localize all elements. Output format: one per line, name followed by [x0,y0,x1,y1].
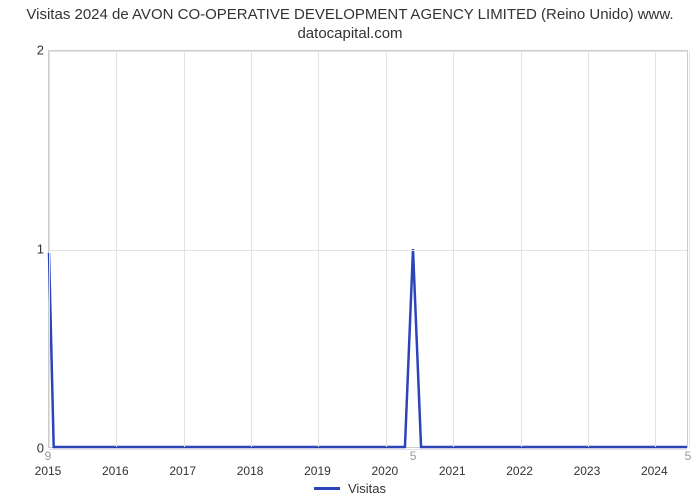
legend-swatch [314,487,340,490]
gridline-vertical [689,51,690,447]
y-tick-label: 0 [4,441,44,456]
cursor-marker: 5 [685,449,692,463]
gridline-vertical [251,51,252,447]
x-tick-label: 2023 [574,464,601,478]
x-tick-label: 2015 [35,464,62,478]
chart-title: Visitas 2024 de AVON CO-OPERATIVE DEVELO… [0,0,700,44]
cursor-marker: 5 [410,449,417,463]
gridline-vertical [386,51,387,447]
gridline-vertical [184,51,185,447]
visits-chart: Visitas 2024 de AVON CO-OPERATIVE DEVELO… [0,0,700,500]
y-tick-label: 2 [4,43,44,58]
cursor-marker: 9 [45,449,52,463]
legend: Visitas [314,481,386,496]
series-line [49,249,687,447]
gridline-horizontal [49,449,687,450]
legend-label: Visitas [348,481,386,496]
x-tick-label: 2017 [169,464,196,478]
x-tick-label: 2020 [371,464,398,478]
x-tick-label: 2019 [304,464,331,478]
gridline-horizontal [49,51,687,52]
x-tick-label: 2016 [102,464,129,478]
chart-title-line2: datocapital.com [297,25,402,42]
gridline-vertical [318,51,319,447]
gridline-vertical [588,51,589,447]
x-tick-label: 2022 [506,464,533,478]
gridline-vertical [453,51,454,447]
line-series [49,51,687,447]
y-tick-label: 1 [4,242,44,257]
x-tick-label: 2018 [237,464,264,478]
x-tick-label: 2024 [641,464,668,478]
x-tick-label: 2021 [439,464,466,478]
chart-title-line1: Visitas 2024 de AVON CO-OPERATIVE DEVELO… [26,6,673,23]
gridline-vertical [116,51,117,447]
gridline-vertical [521,51,522,447]
gridline-vertical [49,51,50,447]
gridline-vertical [655,51,656,447]
plot-area [48,50,688,448]
gridline-horizontal [49,250,687,251]
